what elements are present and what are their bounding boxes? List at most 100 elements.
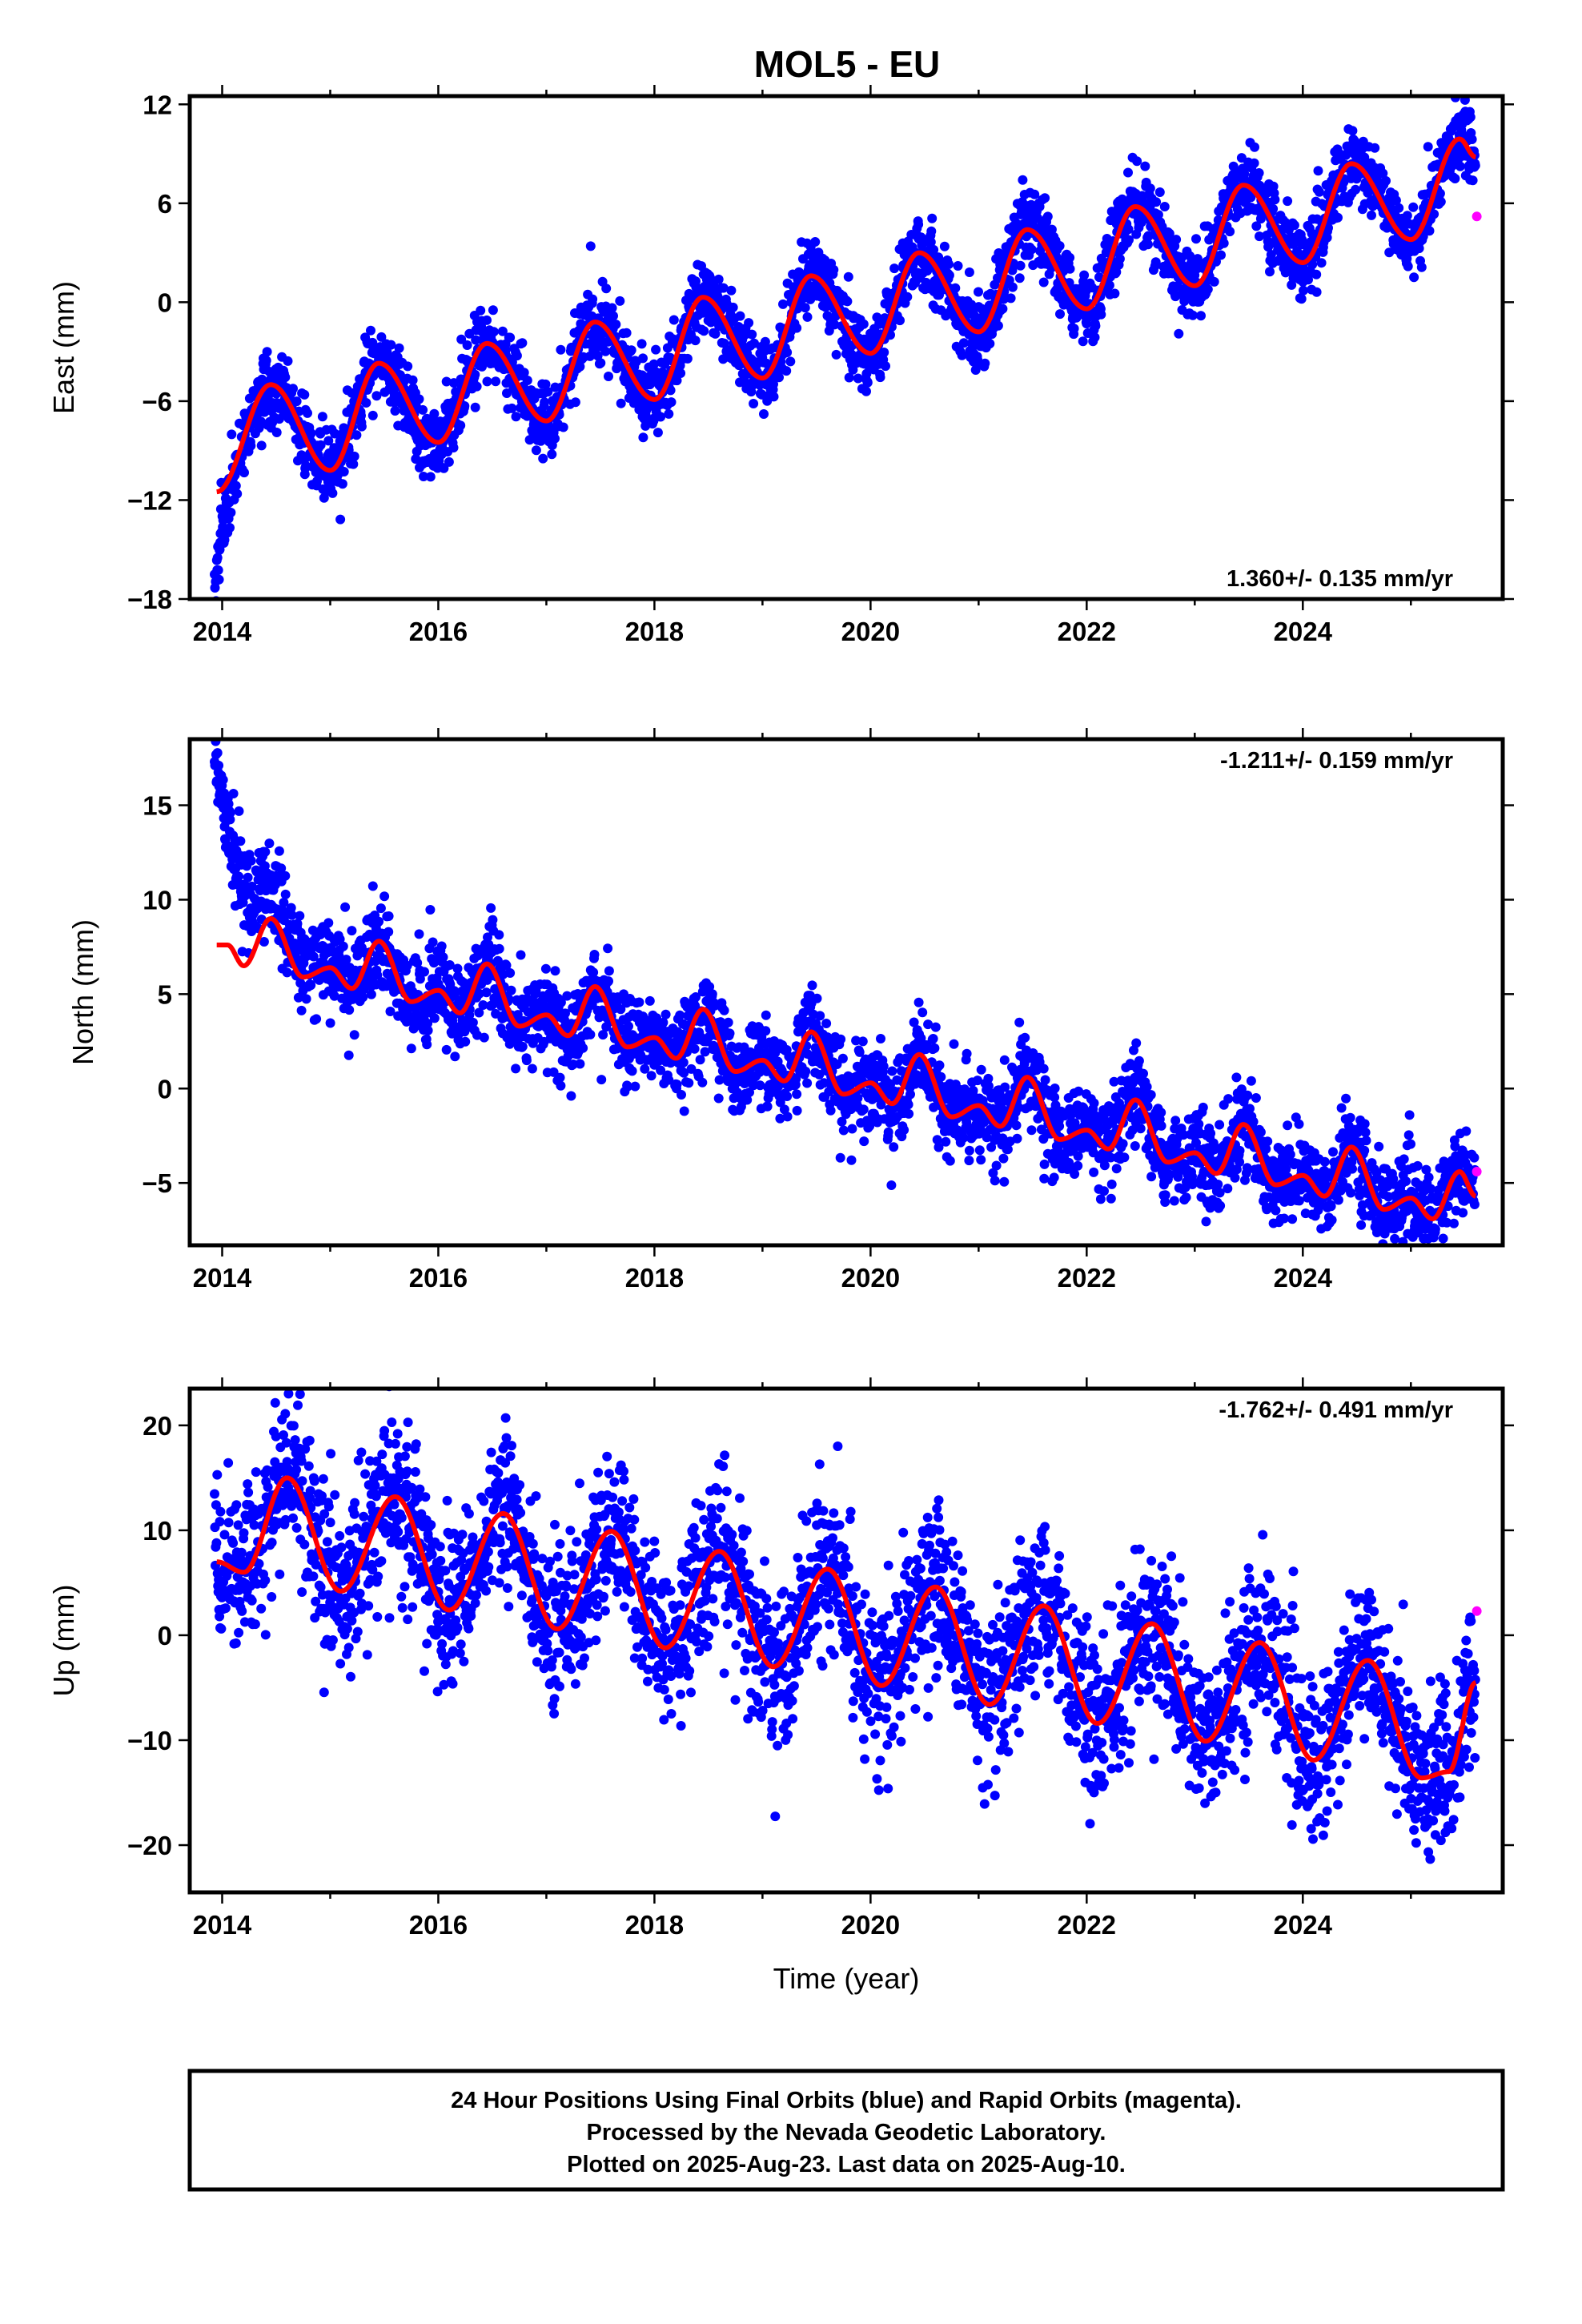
data-point — [1470, 160, 1480, 171]
data-point — [669, 315, 679, 325]
data-point — [408, 375, 418, 385]
data-point — [1435, 197, 1446, 207]
data-point — [429, 408, 440, 419]
data-point — [1347, 126, 1358, 136]
data-point — [778, 299, 788, 309]
data-point — [1014, 273, 1025, 283]
data-point — [761, 1026, 771, 1036]
data-point — [636, 339, 647, 349]
data-point — [829, 320, 840, 330]
data-point — [718, 283, 729, 293]
data-point — [505, 332, 516, 343]
east-model-curve — [215, 136, 1477, 495]
data-point — [470, 369, 480, 380]
data-point — [585, 1029, 596, 1039]
data-point — [1455, 161, 1465, 171]
data-point — [678, 1057, 689, 1068]
data-point — [616, 398, 626, 408]
data-point — [596, 1075, 607, 1085]
data-point — [556, 1080, 566, 1091]
data-point — [566, 1091, 576, 1101]
data-point — [913, 219, 924, 230]
data-point — [782, 1092, 793, 1101]
data-point — [985, 339, 995, 349]
data-point — [497, 326, 508, 336]
data-point — [792, 1105, 802, 1116]
data-point — [810, 237, 821, 247]
data-point — [913, 997, 924, 1007]
data-point — [448, 378, 459, 388]
data-point — [589, 950, 600, 959]
data-point — [624, 1021, 633, 1031]
data-point — [325, 1018, 335, 1028]
data-point — [511, 1063, 521, 1074]
data-point — [665, 385, 676, 396]
data-point — [815, 1011, 825, 1021]
data-point — [538, 453, 548, 464]
data-point — [231, 480, 241, 491]
data-point — [1424, 226, 1435, 236]
data-point — [482, 315, 492, 325]
data-point — [630, 1081, 640, 1092]
data-point — [505, 968, 516, 978]
data-point — [1367, 210, 1376, 220]
data-point — [601, 283, 612, 294]
data-point — [903, 1100, 913, 1110]
data-point — [1140, 161, 1150, 171]
data-point — [390, 406, 400, 416]
data-point — [588, 294, 598, 304]
data-point — [575, 361, 585, 372]
data-point — [1090, 321, 1101, 331]
data-point — [1468, 175, 1478, 186]
data-point — [448, 443, 459, 452]
data-point — [875, 372, 885, 383]
data-point — [462, 340, 472, 350]
data-point — [944, 270, 954, 280]
data-point — [941, 1136, 951, 1147]
data-point — [366, 325, 375, 336]
data-point — [769, 379, 778, 389]
data-point — [964, 267, 974, 277]
x-tick-label: 2020 — [841, 617, 900, 646]
data-point — [323, 918, 334, 928]
data-point — [420, 967, 429, 977]
data-point — [570, 397, 580, 408]
data-point — [481, 987, 492, 998]
data-point — [511, 412, 521, 422]
data-point — [881, 361, 890, 372]
data-point — [1026, 244, 1037, 255]
east-final-orbit-points — [210, 96, 1480, 599]
data-point — [592, 351, 603, 361]
data-point — [747, 329, 757, 340]
data-point — [311, 1014, 322, 1024]
data-point — [844, 372, 854, 383]
data-point — [585, 241, 596, 251]
data-point — [319, 493, 329, 503]
data-point — [323, 436, 334, 446]
data-point — [227, 429, 237, 440]
data-point — [1150, 257, 1161, 267]
data-point — [556, 344, 566, 355]
data-point — [383, 927, 394, 937]
data-point — [540, 379, 551, 389]
data-point — [926, 237, 936, 247]
data-point — [261, 356, 271, 366]
data-point — [540, 397, 550, 408]
data-point — [470, 402, 480, 412]
data-point — [344, 1005, 355, 1015]
data-point — [1311, 287, 1322, 297]
data-point — [684, 1078, 694, 1088]
data-point — [998, 304, 1008, 314]
data-point — [383, 911, 394, 921]
data-point — [1299, 285, 1308, 296]
data-point — [926, 226, 937, 236]
data-point — [1055, 309, 1065, 320]
data-point — [759, 409, 769, 419]
data-point — [262, 347, 272, 357]
data-point — [928, 1034, 938, 1043]
data-point — [998, 294, 1009, 304]
y-tick-label: −12 — [127, 485, 172, 515]
data-point — [419, 472, 428, 481]
data-point — [973, 354, 982, 364]
